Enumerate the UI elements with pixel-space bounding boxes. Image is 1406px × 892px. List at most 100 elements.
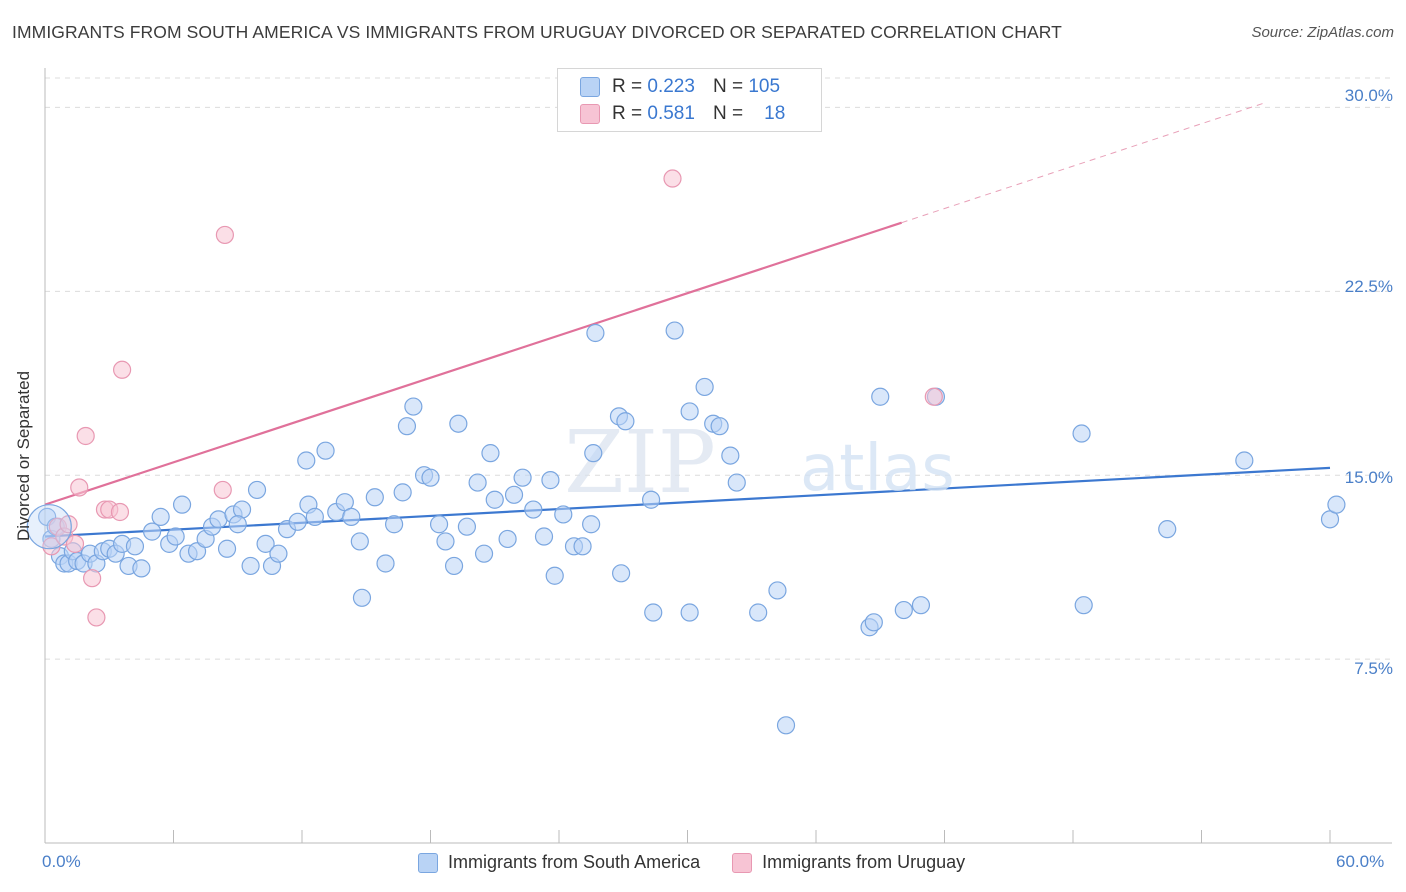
point-south-america [573, 537, 592, 556]
legend-swatch-pink [732, 852, 753, 873]
point-south-america [616, 412, 635, 431]
series-legend-uruguay[interactable]: Immigrants from Uruguay [732, 852, 965, 873]
point-uruguay [213, 480, 232, 500]
x-tick-label: 0.0% [42, 852, 81, 871]
point-south-america [288, 512, 307, 531]
series-legend-south-america[interactable]: Immigrants from South America [418, 852, 700, 873]
point-south-america [125, 537, 145, 556]
point-south-america [172, 495, 192, 514]
legend-r-label: R = [612, 76, 643, 97]
legend-swatch-pink [580, 104, 600, 124]
point-south-america [429, 515, 449, 534]
point-south-america [241, 556, 260, 576]
point-south-america [1327, 495, 1346, 514]
y-tick-label: 30.0% [1344, 86, 1393, 105]
point-south-america [498, 529, 517, 549]
point-south-america [209, 510, 228, 529]
point-south-america [776, 716, 796, 735]
point-south-america [132, 559, 151, 578]
point-south-america [256, 534, 275, 553]
point-south-america [644, 603, 663, 622]
point-south-america [468, 473, 487, 492]
point-south-america [305, 507, 324, 526]
point-south-america [342, 507, 361, 526]
point-south-america [247, 480, 267, 500]
point-south-america [554, 505, 573, 524]
point-cluster [26, 504, 72, 550]
point-south-america [768, 581, 787, 600]
point-uruguay [924, 387, 943, 406]
point-south-america [421, 468, 440, 487]
point-south-america [721, 446, 740, 465]
point-south-america [481, 444, 500, 463]
point-south-america [695, 377, 714, 397]
point-south-america [316, 441, 335, 460]
point-south-america [871, 387, 890, 406]
point-south-america [352, 588, 372, 607]
point-south-america [1158, 520, 1177, 539]
point-uruguay [87, 608, 106, 627]
correlation-legend: R = 0.223 N = 105 R = 0.581 N = 18 [557, 68, 822, 132]
point-south-america [541, 471, 560, 490]
point-south-america [534, 527, 554, 546]
legend-n-value: 105 [748, 76, 781, 97]
trend-line-uruguay-extension [901, 102, 1266, 224]
legend-swatch-blue [418, 852, 438, 873]
trend-line-south-america [44, 466, 1331, 538]
point-south-america [166, 527, 185, 546]
point-south-america [485, 490, 504, 509]
point-south-america [228, 515, 247, 534]
legend-row-uruguay: R = 0.581 N = 18 [580, 103, 785, 125]
point-uruguay [663, 169, 682, 188]
point-south-america [444, 556, 464, 576]
point-south-america [436, 532, 455, 551]
y-tick-label: 22.5% [1344, 277, 1393, 296]
point-south-america [612, 564, 631, 583]
point-south-america [513, 468, 532, 487]
trend-lines [44, 102, 1331, 538]
series-legend: Immigrants from South America Immigrants… [418, 852, 997, 873]
point-south-america [710, 417, 729, 436]
point-south-america [297, 451, 316, 470]
point-south-america [584, 444, 603, 463]
axes [44, 68, 1392, 844]
data-points [26, 169, 1346, 735]
point-south-america [864, 613, 883, 632]
point-south-america [582, 515, 601, 534]
point-uruguay [70, 478, 89, 497]
point-south-america [376, 554, 395, 573]
point-south-america [545, 566, 564, 585]
point-south-america [911, 596, 931, 615]
trend-line-uruguay [44, 221, 903, 506]
point-south-america [142, 522, 162, 541]
point-uruguay [110, 502, 130, 522]
series-name: Immigrants from Uruguay [762, 852, 966, 872]
point-south-america [449, 414, 468, 433]
chart-title: IMMIGRANTS FROM SOUTH AMERICA VS IMMIGRA… [12, 22, 1062, 42]
point-south-america [217, 539, 237, 558]
point-south-america [749, 603, 768, 622]
x-tick-label: 60.0% [1336, 852, 1385, 871]
watermark: ZIP [564, 413, 716, 513]
watermark-atlas: atlas [800, 432, 955, 506]
point-south-america [727, 473, 746, 492]
point-south-america [641, 490, 661, 509]
point-south-america [524, 500, 543, 519]
point-south-america [151, 507, 170, 526]
point-south-america [350, 532, 369, 551]
point-south-america [894, 600, 913, 620]
point-uruguay [112, 360, 132, 379]
point-south-america [393, 483, 412, 502]
legend-r-value: 0.223 [647, 76, 695, 97]
y-axis-label: Divorced or Separated [14, 370, 33, 542]
point-south-america [269, 544, 288, 563]
legend-r-value: 0.581 [647, 103, 695, 124]
point-uruguay [76, 426, 95, 446]
series-name: Immigrants from South America [448, 852, 701, 872]
legend-r-label: R = [612, 103, 643, 124]
point-south-america [680, 402, 699, 421]
source-credit: Source: ZipAtlas.com [1251, 24, 1394, 41]
point-south-america [504, 485, 524, 504]
point-south-america [1072, 424, 1091, 443]
